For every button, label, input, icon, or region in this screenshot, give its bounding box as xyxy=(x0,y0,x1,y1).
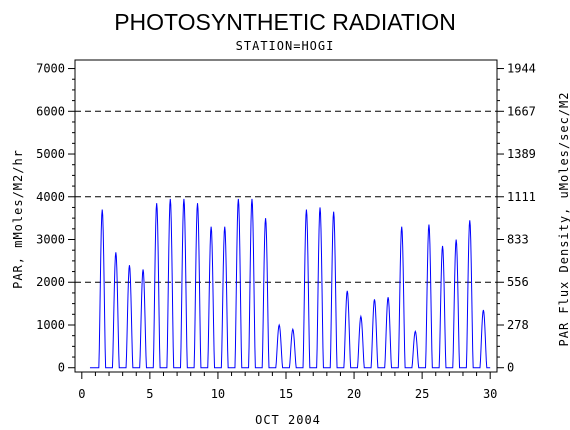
x-tick-label: 0 xyxy=(78,387,85,401)
y-tick-label-right: 1111 xyxy=(507,190,536,204)
par-series-line xyxy=(89,198,491,369)
y-tick-label-right: 1944 xyxy=(507,62,536,76)
y-tick-label-left: 7000 xyxy=(36,62,65,76)
chart-subtitle: STATION=HOGI xyxy=(236,39,335,53)
x-tick-label: 20 xyxy=(347,387,361,401)
y-tick-label-left: 1000 xyxy=(36,318,65,332)
y-tick-label-left: 4000 xyxy=(36,190,65,204)
y-tick-label-left: 2000 xyxy=(36,275,65,289)
axis-ticks: 0 5 10 15 20 25 30 0 1000 2000 3000 4000 5000 6000 700… xyxy=(36,62,536,401)
y-tick-label-right: 556 xyxy=(507,275,529,289)
x-tick-label: 15 xyxy=(279,387,293,401)
y-tick-label-right: 1389 xyxy=(507,147,536,161)
x-tick-label: 5 xyxy=(146,387,153,401)
plot-frame xyxy=(74,59,498,373)
y-tick-label-right: 0 xyxy=(507,361,514,375)
gridlines xyxy=(75,110,497,283)
y-axis-label-left: PAR, mMoles/M2/hr xyxy=(11,149,25,289)
y-tick-label-right: 833 xyxy=(507,233,529,247)
y-tick-label-left: 6000 xyxy=(36,104,65,118)
y-tick-label-right: 278 xyxy=(507,318,529,332)
series-group xyxy=(89,198,491,369)
x-tick-label: 25 xyxy=(415,387,429,401)
y-tick-label-left: 3000 xyxy=(36,233,65,247)
x-tick-label: 10 xyxy=(211,387,225,401)
y-tick-label-left: 0 xyxy=(58,361,65,375)
x-tick-label: 30 xyxy=(483,387,497,401)
chart-title: PHOTOSYNTHETIC RADIATION xyxy=(114,9,456,35)
y-tick-label-left: 5000 xyxy=(36,147,65,161)
y-axis-label-right: PAR Flux Density, uMoles/sec/M2 xyxy=(557,92,570,347)
y-tick-label-right: 1667 xyxy=(507,104,536,118)
x-axis-label: OCT 2004 xyxy=(255,413,321,427)
